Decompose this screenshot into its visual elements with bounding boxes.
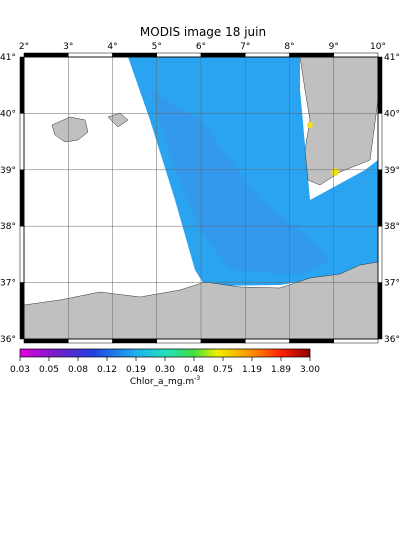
latitude-label: 41° xyxy=(384,53,400,63)
latitude-label: 41° xyxy=(0,53,16,63)
border-segment xyxy=(112,338,157,344)
border-segment xyxy=(23,52,69,58)
sea-pattern xyxy=(150,90,330,275)
map-area xyxy=(24,57,378,339)
longitude-label: 10° xyxy=(370,42,386,52)
colorbar-label: 1.89 xyxy=(271,365,291,375)
border-segment xyxy=(19,282,25,340)
longitude-label: 8° xyxy=(284,42,294,52)
colorbar-label: 0.19 xyxy=(126,365,146,375)
latitude-label: 38° xyxy=(384,222,400,232)
colorbar-unit: Chlor_a_mg.m-3 xyxy=(130,375,200,387)
map-border xyxy=(19,52,383,344)
border-segment xyxy=(377,56,383,114)
colorbar-label: 0.48 xyxy=(184,365,204,375)
colorbar-label: 0.12 xyxy=(97,365,117,375)
border-segment xyxy=(377,113,383,171)
sea-chlorophyll xyxy=(128,57,378,286)
latitude-label: 37° xyxy=(0,279,16,289)
border-segment xyxy=(112,52,157,58)
border-segment xyxy=(245,338,290,344)
mallorca xyxy=(51,116,89,143)
latitude-label: 39° xyxy=(384,166,400,176)
latitude-label: 36° xyxy=(0,335,16,345)
longitude-label: 4° xyxy=(107,42,117,52)
border-segment xyxy=(289,52,334,58)
colorbar xyxy=(19,348,311,358)
coastal-bloom xyxy=(331,168,339,176)
colorbar-label: 0.30 xyxy=(155,365,175,375)
longitude-label: 5° xyxy=(152,42,162,52)
latitude-label: 40° xyxy=(384,109,400,119)
border-segment xyxy=(377,169,383,227)
border-segment xyxy=(68,338,113,344)
border-segment xyxy=(289,338,334,344)
border-segment xyxy=(200,338,246,344)
sardinia xyxy=(299,57,378,186)
latitude-label: 38° xyxy=(0,222,16,232)
map-frame xyxy=(23,56,379,340)
menorca xyxy=(107,112,129,128)
latitude-label: 40° xyxy=(0,109,16,119)
longitude-label: 7° xyxy=(240,42,250,52)
border-segment xyxy=(333,52,379,58)
border-segment xyxy=(245,52,290,58)
border-segment xyxy=(156,52,202,58)
border-segment xyxy=(23,338,69,344)
border-segment xyxy=(19,113,25,171)
latitude-label: 39° xyxy=(0,166,16,176)
border-segment xyxy=(333,338,379,344)
colorbar-label: 0.75 xyxy=(213,365,233,375)
colorbar-label: 3.00 xyxy=(300,365,320,375)
map-title: MODIS image 18 juin xyxy=(140,25,266,39)
longitude-label: 3° xyxy=(63,42,73,52)
border-segment xyxy=(156,338,202,344)
colorbar-label: 0.03 xyxy=(10,365,30,375)
border-segment xyxy=(200,52,246,58)
latitude-label: 36° xyxy=(384,335,400,345)
border-segment xyxy=(68,52,113,58)
graticule xyxy=(24,57,378,339)
colorbar-label: 0.05 xyxy=(39,365,59,375)
colorbar-label: 0.08 xyxy=(68,365,88,375)
colorbar-label: 1.19 xyxy=(242,365,262,375)
border-segment xyxy=(19,225,25,283)
coastal-bloom xyxy=(307,122,313,128)
border-segment xyxy=(19,56,25,114)
border-segment xyxy=(377,225,383,283)
border-segment xyxy=(377,282,383,340)
border-segment xyxy=(19,169,25,227)
longitude-label: 9° xyxy=(329,42,339,52)
latitude-label: 37° xyxy=(384,279,400,289)
longitude-label: 6° xyxy=(196,42,206,52)
longitude-label: 2° xyxy=(19,42,29,52)
